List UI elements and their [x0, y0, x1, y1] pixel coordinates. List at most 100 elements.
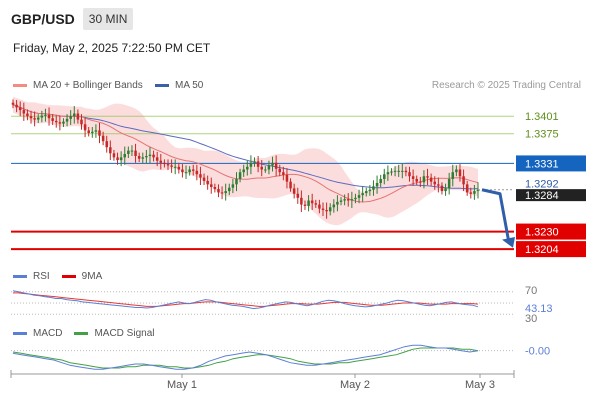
candle-body — [224, 191, 227, 194]
candle-body — [393, 170, 397, 172]
candle-body — [94, 130, 98, 132]
macd-signal-swatch-icon — [74, 332, 89, 335]
candle-body — [22, 110, 26, 114]
candle-body — [155, 157, 159, 161]
research-credit: Research © 2025 Trading Central — [431, 80, 581, 91]
ma20-swatch-icon — [13, 84, 27, 87]
x-tick-label: May 2 — [340, 379, 370, 391]
candle-body — [181, 169, 184, 173]
candle-body — [274, 162, 278, 169]
candle-body — [462, 176, 465, 185]
candle-body — [372, 186, 375, 190]
candle-body — [390, 171, 393, 173]
candle-body — [465, 184, 469, 193]
candle-body — [47, 114, 51, 119]
candle-body — [152, 154, 155, 158]
last-price-badge — [516, 189, 586, 202]
candle-body — [163, 162, 166, 165]
candle-body — [73, 113, 76, 117]
candle-body — [364, 191, 368, 194]
candle-body — [177, 166, 181, 170]
candle-body — [343, 199, 346, 201]
chart-header: GBP/USD 30 MIN — [11, 8, 134, 30]
candle-body — [307, 200, 310, 206]
candle-body — [325, 209, 328, 212]
candle-body — [346, 199, 350, 201]
rsi-level-label-30: 30 — [525, 313, 537, 325]
candle-body — [332, 204, 336, 208]
candle-body — [40, 115, 44, 118]
level-badge-pivot — [516, 155, 586, 172]
candle-body — [242, 169, 245, 173]
candle-body — [109, 147, 112, 154]
legend-rsi: RSI 9MA — [13, 271, 102, 282]
candle-body — [18, 107, 22, 111]
candle-body — [429, 177, 433, 182]
macd-current-label: -0.00 — [525, 346, 550, 358]
level-label-pivot: 1.3331 — [525, 158, 559, 170]
candle-body — [159, 160, 163, 163]
current-price-label: 1.3292 — [525, 179, 559, 191]
candle-body — [447, 178, 451, 189]
rsi-level-label-70: 70 — [525, 285, 537, 297]
candle-body — [401, 170, 404, 172]
candle-body — [105, 141, 108, 148]
level-label-resistance-1: 1.3375 — [525, 129, 559, 141]
level-badge-support-2 — [516, 241, 586, 258]
ma20-legend-label: MA 20 + Bollinger Bands — [33, 80, 143, 91]
candle-body — [83, 124, 87, 131]
candle-body — [231, 184, 235, 188]
candle-body — [166, 164, 170, 166]
x-tick-label: May 3 — [465, 379, 495, 391]
rsi-legend-label: RSI — [33, 271, 50, 282]
candle-body — [91, 131, 94, 134]
candle-body — [213, 187, 217, 190]
candle-body — [145, 156, 148, 158]
level-badge-support-1 — [516, 223, 586, 240]
candle-body — [386, 172, 390, 175]
candle-body — [26, 113, 29, 117]
candle-body — [127, 150, 130, 154]
candle-body — [173, 166, 177, 168]
ma50-swatch-icon — [155, 84, 169, 87]
ma20-line — [12, 104, 479, 203]
level-label-support-2: 1.3204 — [525, 244, 559, 256]
candle-body — [469, 192, 473, 194]
last-price-label: 1.3284 — [525, 190, 559, 202]
candle-body — [336, 201, 339, 205]
candle-body — [260, 166, 263, 170]
candle-body — [300, 197, 303, 205]
candle-body — [238, 172, 242, 179]
candle-body — [314, 203, 318, 205]
candle-body — [285, 174, 289, 182]
candle-body — [253, 161, 256, 163]
candle-body — [419, 181, 422, 183]
candle-body — [444, 188, 447, 192]
legend-ma20: MA 20 + Bollinger Bands — [13, 80, 143, 91]
rsi-ma-line — [13, 292, 479, 307]
candle-body — [451, 172, 455, 179]
legend-macd: MACD MACD Signal — [13, 328, 154, 339]
candle-body — [411, 176, 415, 179]
candle-body — [357, 195, 361, 198]
candle-body — [33, 118, 36, 120]
candle-body — [62, 121, 65, 124]
candle-body — [383, 174, 386, 179]
x-tick-label: May 1 — [167, 379, 197, 391]
candle-body — [408, 172, 411, 177]
candle-body — [217, 189, 220, 193]
candle-body — [267, 165, 271, 170]
candle-body — [195, 170, 199, 175]
candle-body — [134, 150, 137, 156]
timeframe-button[interactable]: 30 MIN — [82, 8, 134, 30]
candle-body — [206, 180, 209, 185]
candle-body — [339, 200, 343, 202]
candle-body — [422, 176, 426, 183]
candle-body — [11, 102, 15, 105]
candle-body — [101, 135, 105, 142]
candle-body — [112, 153, 116, 158]
candle-body — [130, 150, 134, 152]
candle-body — [415, 178, 418, 182]
candle-body — [98, 130, 101, 136]
